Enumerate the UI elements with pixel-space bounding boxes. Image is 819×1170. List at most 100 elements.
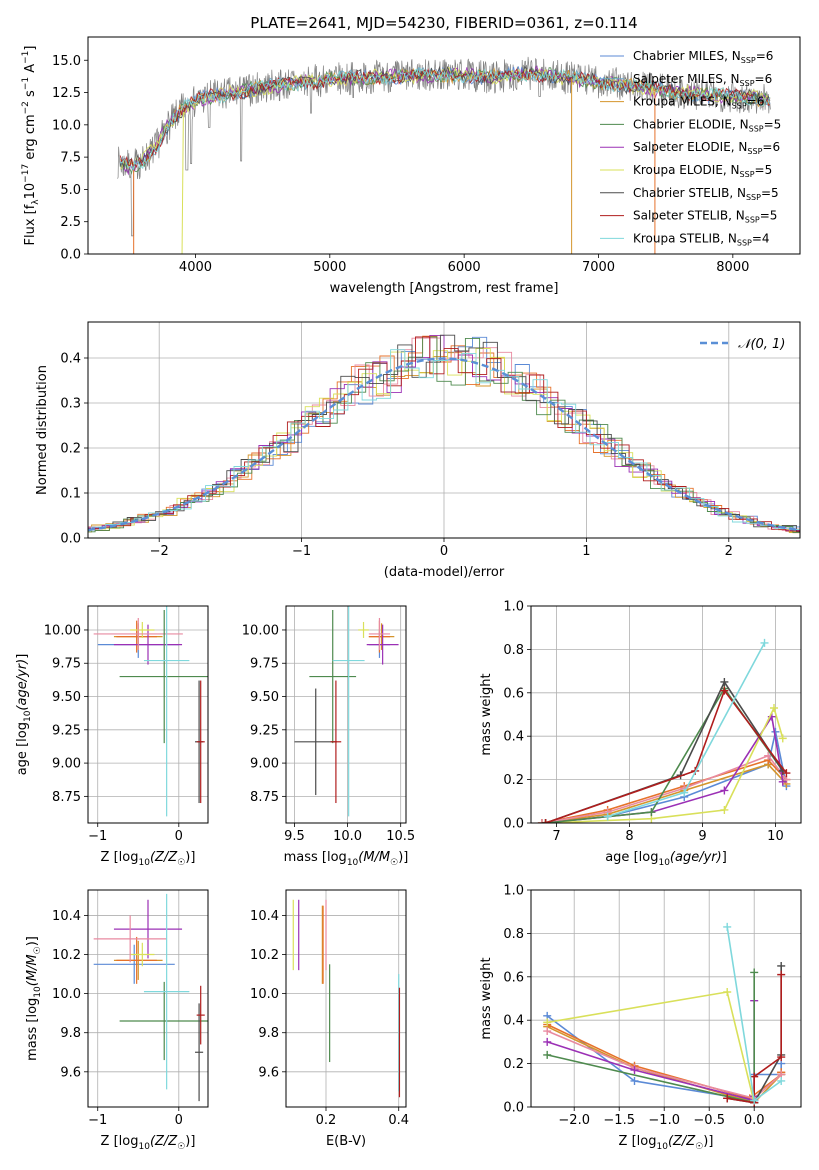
legend-label: Kroupa MILES, NSSP=6	[633, 95, 764, 111]
y-tick-label: 8.75	[250, 790, 279, 805]
y-tick-label: 9.75	[250, 657, 279, 672]
mass-vs-ebv-panel: 0.2 0.4 9.6 9.8 10.0 10.2 10.4 E(B-V)	[250, 889, 409, 1149]
label-part: (M/M	[25, 954, 40, 986]
label-part: )]	[185, 850, 195, 865]
legend-label: Salpeter ELODIE, NSSP=6	[633, 140, 780, 156]
label-part: SSP	[740, 170, 755, 179]
label-part: −17	[21, 164, 31, 183]
axes-frame	[285, 889, 407, 1108]
weight-series-line	[545, 714, 784, 823]
label-part: =5	[760, 209, 778, 223]
label-part: SSP	[732, 102, 747, 111]
label-part: Chabrier MILES, N	[633, 49, 741, 63]
y-tick-label: 0.6	[503, 970, 524, 985]
y-tick-label: 0.0	[60, 532, 81, 547]
legend-label: Kroupa STELIB, NSSP=4	[633, 231, 770, 247]
label-part: SSP	[746, 193, 761, 202]
label-part: )]	[398, 850, 408, 865]
y-tick-label: 0.0	[60, 248, 81, 263]
label-part: SSP	[749, 124, 764, 133]
y-tick-label: 10.00	[44, 623, 81, 638]
x-tick-label: 0.0	[744, 1113, 765, 1128]
y-tick-label: 0.3	[60, 397, 81, 412]
label-part: −1	[21, 77, 31, 90]
label-part: SSP	[740, 79, 755, 88]
x-tick-label: −1.0	[648, 1113, 680, 1128]
label-part: s	[23, 90, 38, 101]
x-tick-label: 7000	[582, 260, 615, 275]
label-part: Z [log	[101, 850, 139, 865]
label-part: ☉	[695, 1142, 703, 1152]
residual-histogram-step	[88, 334, 800, 532]
y-axis-label: mass weight	[479, 957, 494, 1039]
residual-histogram-step	[88, 336, 800, 533]
weight-point-marker	[750, 968, 759, 977]
y-tick-label: 9.8	[60, 1026, 81, 1041]
label-part: SSP	[741, 56, 756, 65]
x-tick-label: −2.0	[558, 1113, 590, 1128]
label-part: =6	[756, 49, 774, 63]
x-tick-label: 9.5	[284, 829, 305, 844]
plot-area	[537, 638, 791, 823]
weight-point-marker	[723, 1094, 732, 1103]
legend-label: Chabrier MILES, NSSP=6	[633, 49, 773, 65]
label-part: Kroupa MILES, N	[633, 95, 732, 109]
y-tick-label: 12.5	[52, 86, 81, 101]
label-part: =4	[752, 231, 770, 245]
weight-point-marker	[720, 805, 729, 814]
axes-frame	[87, 36, 801, 255]
label-part: age [log	[15, 722, 30, 775]
label-part: ☉	[177, 858, 185, 868]
label-part: SSP	[737, 238, 752, 247]
label-part: age [log	[605, 850, 658, 865]
label-part: A	[23, 64, 38, 77]
y-tick-label: 0.4	[503, 730, 524, 745]
plot-area	[88, 334, 800, 535]
weight-point-marker	[541, 819, 550, 823]
label-part: Kroupa STELIB, N	[633, 231, 737, 245]
y-axis-label: age [log10(age/yr)]	[15, 654, 33, 776]
label-part: Flux [f	[23, 204, 38, 245]
label-part: (Z/Z	[150, 850, 178, 865]
weight-point-marker	[777, 1076, 786, 1085]
x-tick-label: −1	[88, 1113, 107, 1128]
label-part: (Z/Z	[668, 1134, 696, 1149]
y-tick-label: 15.0	[52, 54, 81, 69]
x-tick-label: 5000	[313, 260, 346, 275]
y-tick-label: 10.4	[250, 909, 279, 924]
y-tick-label: 10.00	[242, 623, 279, 638]
label-part: Z [log	[101, 1134, 139, 1149]
y-tick-label: 5.0	[60, 183, 81, 198]
y-axis-label: Normed distribution	[35, 365, 50, 495]
label-part: SSP	[745, 216, 760, 225]
x-tick-label: 1	[582, 544, 590, 559]
x-tick-label: 0	[175, 1113, 183, 1128]
mass-vs-metallicity-panel: −1 09.69.810.010.210.4Z [log10(Z/Z☉)]mass…	[25, 889, 209, 1152]
label-part: )]	[703, 1134, 713, 1149]
label-part: λ	[31, 199, 41, 205]
x-tick-label: 0	[440, 544, 448, 559]
plot-area	[117, 56, 771, 254]
x-tick-label: 0	[175, 829, 183, 844]
y-tick-label: 9.00	[250, 757, 279, 772]
y-tick-label: 9.50	[250, 690, 279, 705]
axes-frame	[530, 605, 802, 824]
label-part: 10	[23, 183, 38, 200]
x-tick-label: −2	[150, 544, 169, 559]
x-tick-label: 8000	[716, 260, 749, 275]
y-tick-label: 9.50	[52, 690, 81, 705]
weight-point-marker	[543, 1037, 552, 1046]
y-tick-label: 0.8	[503, 643, 524, 658]
x-tick-label: 10.5	[386, 829, 415, 844]
label-part: =6	[762, 140, 780, 154]
weight-series-line	[545, 688, 788, 823]
label-part: Chabrier STELIB, N	[633, 186, 746, 200]
weight-series-line	[546, 1030, 782, 1100]
y-tick-label: 1.0	[503, 600, 524, 615]
y-tick-label: 0.8	[503, 927, 524, 942]
x-axis-label: Z [log10(Z/Z☉)]	[619, 1134, 714, 1152]
weight-point-marker	[782, 769, 791, 778]
plot-area	[294, 606, 399, 817]
legend-label: Chabrier ELODIE, NSSP=5	[633, 117, 781, 133]
y-tick-label: 9.8	[258, 1026, 279, 1041]
